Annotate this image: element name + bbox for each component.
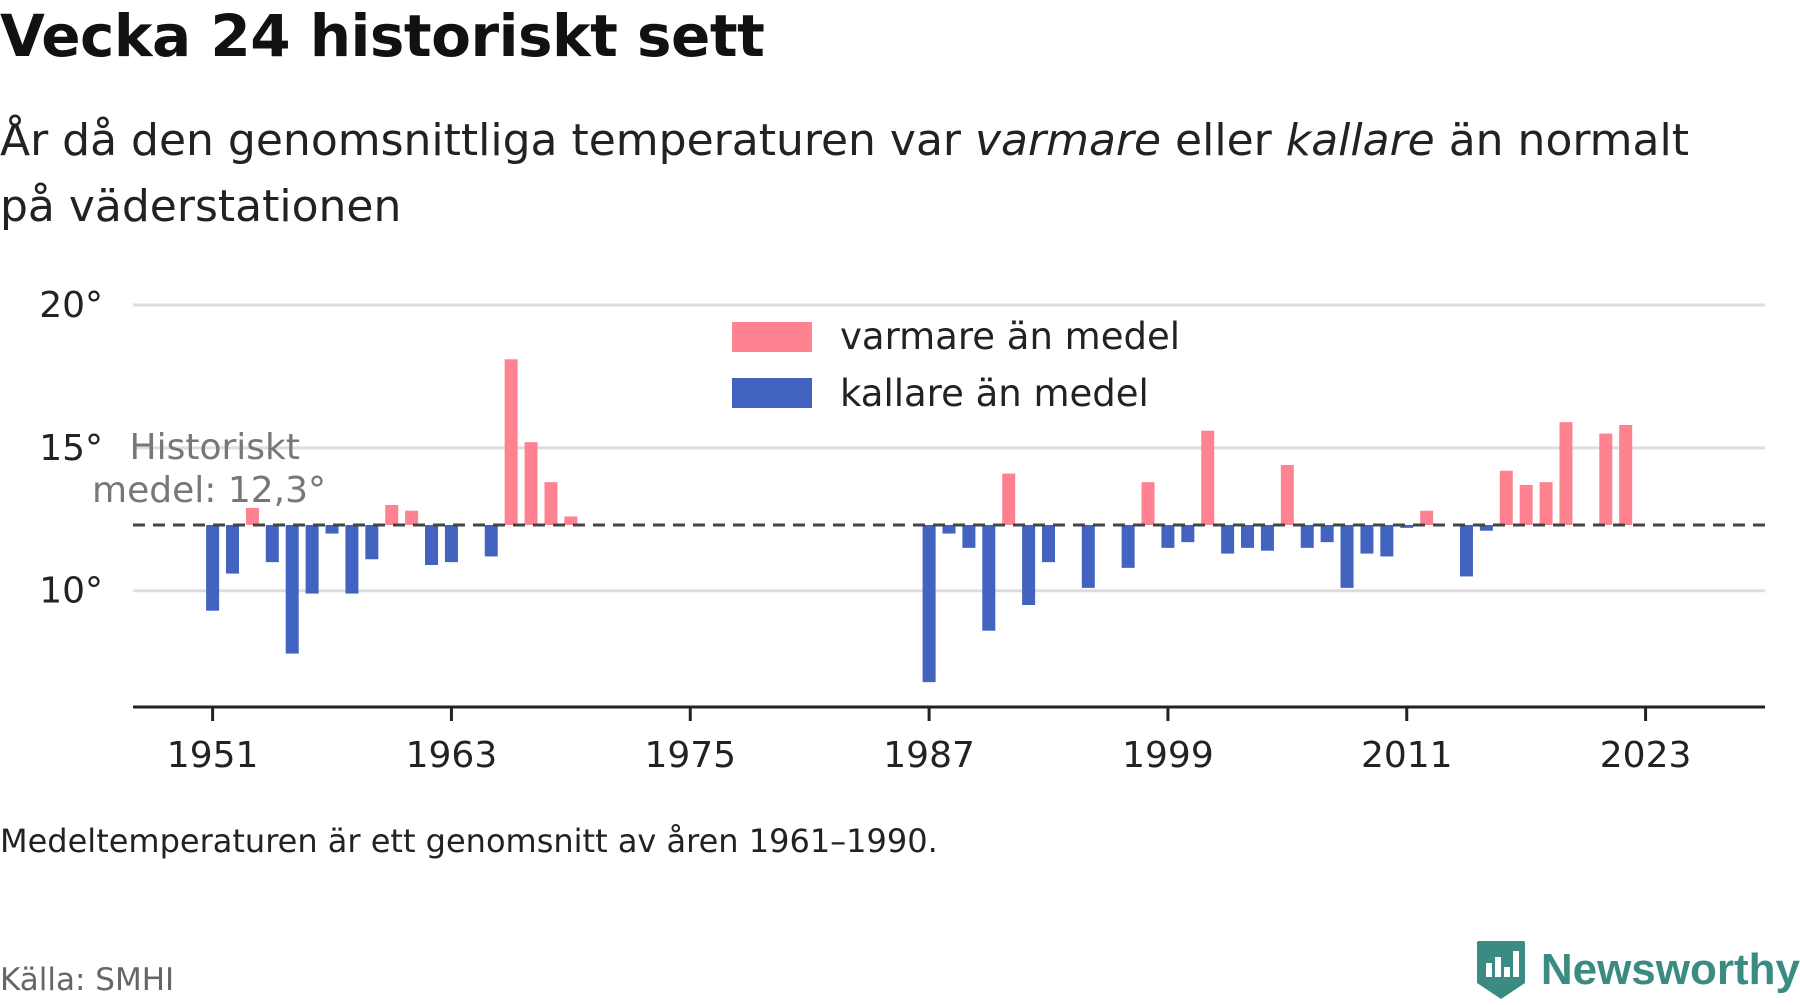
footnote: Medeltemperaturen är ett genomsnitt av å…	[0, 822, 938, 860]
bar-2011	[1400, 525, 1414, 528]
bar-1959	[365, 525, 379, 560]
x-tick-label: 1951	[167, 735, 259, 776]
bar-1954	[265, 525, 279, 563]
subtitle-cold-word: kallare	[1285, 115, 1435, 166]
bar-1956	[305, 525, 319, 594]
bar-2017	[1519, 485, 1533, 525]
brand-name: Newsworthy	[1540, 945, 1800, 994]
bar-2012	[1420, 510, 1434, 525]
bar-1963	[444, 525, 458, 563]
subtitle-part-2: eller	[1161, 115, 1286, 166]
legend: varmare än medel kallare än medel	[732, 315, 1180, 415]
x-tick-label: 2011	[1361, 735, 1453, 776]
bar-2021	[1599, 433, 1613, 525]
y-axis-ticks: 10° 15° 20°	[39, 285, 103, 612]
bar-2001	[1201, 430, 1215, 525]
grid-lines	[133, 303, 1765, 593]
bar-1951	[206, 525, 220, 611]
x-tick-label: 1975	[644, 735, 736, 776]
bar-1957	[325, 525, 339, 534]
bar-1993	[1042, 525, 1056, 563]
source: Källa: SMHI	[0, 962, 175, 998]
bar-1998	[1141, 482, 1155, 525]
bar-2000	[1181, 525, 1195, 543]
newsworthy-logo-icon	[1476, 941, 1525, 999]
temperature-chart: 10°15°20° Historiskt medel: 12,3° 1951 19…	[39, 285, 1765, 776]
x-tick-label: 1987	[883, 735, 975, 776]
legend-warm-swatch	[732, 322, 812, 352]
bar-1955	[285, 525, 299, 654]
x-tick-label: 1999	[1122, 735, 1214, 776]
bar-1966	[504, 359, 518, 525]
x-axis-ticks: 1951 1963 1975 1987 1999 2011 2023	[167, 707, 1692, 776]
bar-2004	[1260, 525, 1274, 551]
bar-2003	[1241, 525, 1255, 548]
bar-2007	[1320, 525, 1334, 543]
bar-2019	[1559, 422, 1573, 525]
bar-1952	[226, 525, 240, 574]
x-tick-label: 1963	[406, 735, 498, 776]
bar-2015	[1479, 525, 1493, 531]
chart-subtitle: År då den genomsnittliga temperaturen va…	[0, 108, 1700, 240]
y-tick-label: 10°	[39, 571, 103, 612]
bar-1968	[544, 482, 558, 525]
subtitle-part-3: än normalt på väderstationen	[0, 115, 1689, 232]
bar-1967	[524, 442, 538, 525]
legend-warm-label: varmare än medel	[840, 315, 1180, 358]
bars	[206, 359, 1633, 683]
bar-1958	[345, 525, 359, 594]
bar-1989	[962, 525, 976, 548]
subtitle-warm-word: varmare	[974, 115, 1162, 166]
bar-1961	[405, 510, 419, 525]
bar-2016	[1499, 470, 1513, 525]
bar-1992	[1022, 525, 1036, 605]
bar-2006	[1300, 525, 1314, 548]
y-tick-label: 15°	[39, 428, 103, 469]
bar-2002	[1221, 525, 1235, 554]
y-tick-label: 20°	[39, 285, 103, 326]
bar-2014	[1459, 525, 1473, 577]
bar-1991	[1002, 473, 1016, 525]
brand-logo: Newsworthy	[1475, 935, 1800, 1005]
bar-1960	[385, 505, 399, 525]
bar-1999	[1161, 525, 1175, 548]
bar-1988	[942, 525, 956, 534]
bar-2010	[1380, 525, 1394, 557]
bar-2022	[1619, 425, 1633, 525]
chart-title: Vecka 24 historiskt sett	[0, 2, 765, 70]
bar-1953	[245, 507, 259, 525]
subtitle-part-1: År då den genomsnittliga temperaturen va…	[0, 115, 975, 166]
bar-1965	[484, 525, 498, 557]
bar-1995	[1081, 525, 1095, 588]
legend-cold-label: kallare än medel	[840, 372, 1149, 415]
legend-cold-swatch	[732, 378, 812, 408]
bar-2018	[1539, 482, 1553, 525]
bar-2005	[1280, 465, 1294, 525]
bar-2008	[1340, 525, 1354, 588]
bar-1969	[564, 516, 578, 525]
baseline-label-line1: Historiskt	[130, 427, 301, 468]
bar-2009	[1360, 525, 1374, 554]
bar-1962	[425, 525, 439, 565]
x-tick-label: 2023	[1600, 735, 1692, 776]
bar-1997	[1121, 525, 1135, 568]
bar-1990	[982, 525, 996, 631]
bar-1987	[922, 525, 936, 683]
baseline-label-line2: medel: 12,3°	[92, 470, 326, 511]
